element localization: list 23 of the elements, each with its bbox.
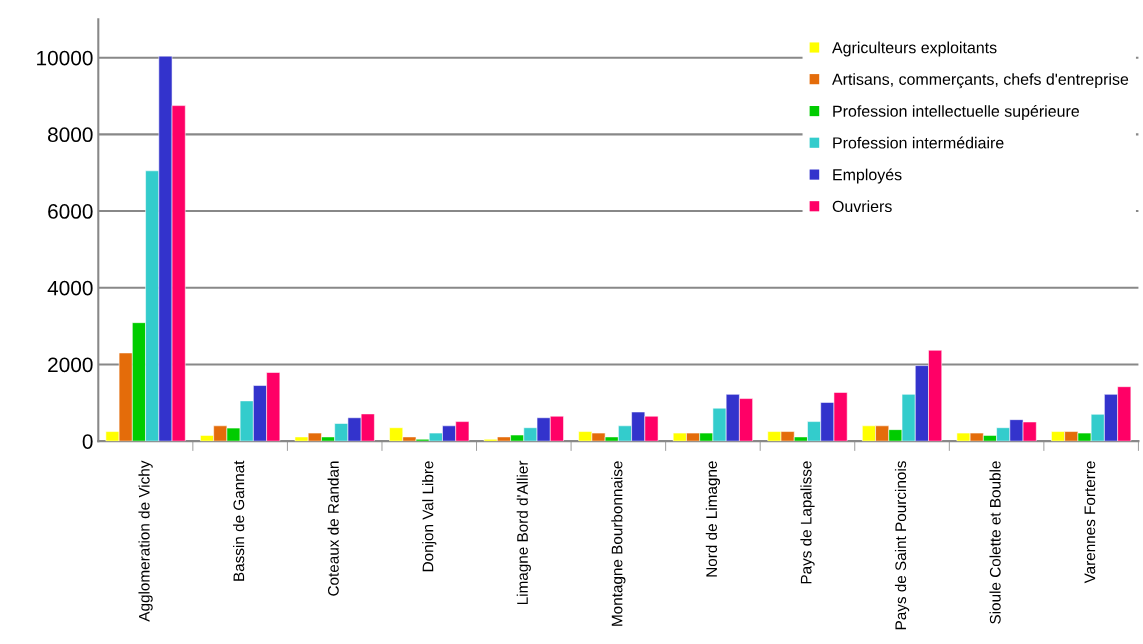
- y-tick-label: 6000: [48, 204, 93, 219]
- x-tick-label: Donjon Val Libre: [422, 461, 437, 572]
- x-tick-label: Pays de Lapalisse: [800, 461, 815, 584]
- x-tick-label: Limagne Bord d'Allier: [516, 460, 531, 605]
- legend-label: Profession intellectuelle supérieure: [833, 104, 1079, 121]
- x-tick-label: Varennes Forterre: [1084, 461, 1096, 584]
- legend-label: Profession intermédiaire: [833, 136, 1004, 149]
- y-tick-label: 8000: [48, 127, 93, 143]
- legend-label: Ouvriers: [832, 200, 892, 213]
- x-tick-label: Agglomeration de Vichy: [138, 460, 153, 622]
- x-tick-label: Coteaux de Randan: [327, 461, 339, 596]
- legend-label: Agriculteurs exploitants: [832, 41, 997, 57]
- x-tick-label: Montagne Bourbonnaise: [611, 461, 626, 626]
- x-tick-label: Pays de Saint Pourcinois: [894, 461, 910, 630]
- x-tick-label: Sioule Colette et Bouble: [989, 461, 1001, 624]
- y-tick-label: 10000: [37, 50, 93, 66]
- legend-label: Employés: [833, 168, 902, 184]
- y-tick-label: 4000: [47, 280, 93, 296]
- x-tick-label: Nord de Limagne: [705, 461, 721, 577]
- x-tick-label: Bassin de Gannat: [233, 460, 245, 581]
- y-tick-label: 2000: [48, 357, 93, 373]
- y-tick-label: 0: [82, 434, 93, 449]
- legend-label: Artisans, commerçants, chefs d'entreprise: [832, 73, 1129, 89]
